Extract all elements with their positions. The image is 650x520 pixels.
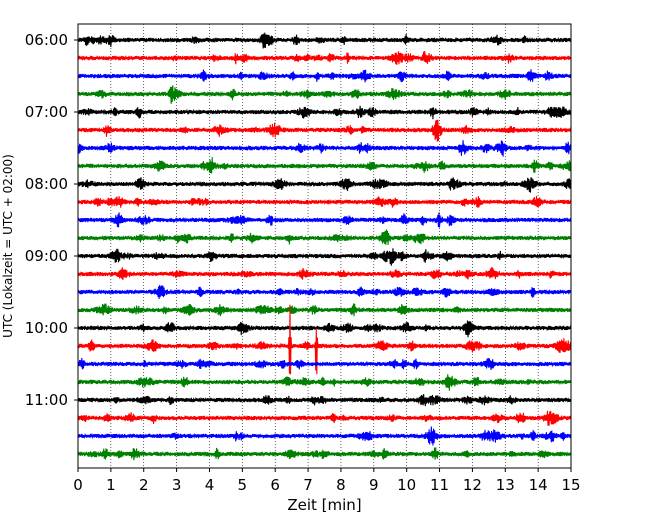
seismic-trace [78, 410, 571, 426]
x-tick-label: 9 [369, 476, 379, 494]
x-axis-label: Zeit [min] [287, 496, 361, 514]
y-tick-label: 09:00 [25, 247, 68, 265]
x-tick-label: 2 [139, 476, 149, 494]
seismic-trace [78, 177, 571, 193]
x-tick-label: 3 [172, 476, 182, 494]
plot-frame [77, 23, 572, 469]
seismic-trace [78, 140, 571, 157]
y-tick-label: 06:00 [25, 31, 68, 49]
y-tick-label: 08:00 [25, 175, 68, 193]
x-tick-label: 14 [529, 476, 548, 494]
seismic-trace [78, 195, 571, 208]
seismic-trace [78, 267, 571, 281]
x-tick-label: 5 [238, 476, 248, 494]
x-tick-label: 15 [561, 476, 580, 494]
seismic-trace [78, 320, 571, 338]
seismic-trace [78, 447, 571, 461]
seismic-trace [78, 303, 571, 317]
seismic-trace [78, 51, 571, 65]
seismic-trace [78, 358, 571, 371]
seismic-trace [78, 229, 571, 245]
y-axis-label: UTC (Lokalzeit = UTC + 02:00) [1, 154, 15, 338]
y-tick-label: 07:00 [25, 103, 68, 121]
x-tick-label: 7 [303, 476, 313, 494]
x-tick-label: 13 [496, 476, 515, 494]
seismic-trace [78, 69, 571, 83]
seismic-trace [78, 304, 571, 375]
x-tick-label: 12 [463, 476, 482, 494]
seismic-trace [78, 374, 571, 391]
seismic-trace [78, 285, 571, 300]
x-axis: 0 1 2 3 4 5 6 7 8 9 10 11 12 13 14 15 [73, 468, 581, 494]
traces-layer [78, 32, 571, 461]
y-tick-label: 11:00 [25, 391, 68, 409]
seismic-trace [78, 105, 571, 120]
seismic-trace [78, 119, 571, 142]
y-tick-label: 10:00 [25, 319, 68, 337]
x-tick-label: 0 [73, 476, 83, 494]
seismic-trace [78, 212, 571, 228]
seismic-trace [78, 248, 571, 266]
seismic-trace [78, 426, 571, 446]
seismic-trace [78, 32, 571, 49]
seismic-trace [78, 394, 571, 407]
x-tick-label: 8 [336, 476, 346, 494]
y-axis: 06:00 07:00 08:00 09:00 10:00 11:00 [25, 31, 78, 409]
x-tick-label: 11 [430, 476, 449, 494]
x-tick-label: 6 [270, 476, 280, 494]
seismic-trace [78, 157, 571, 174]
seismic-trace [78, 85, 571, 104]
x-tick-label: 1 [106, 476, 116, 494]
grid-layer [110, 24, 539, 468]
x-tick-label: 10 [397, 476, 416, 494]
x-tick-label: 4 [205, 476, 215, 494]
